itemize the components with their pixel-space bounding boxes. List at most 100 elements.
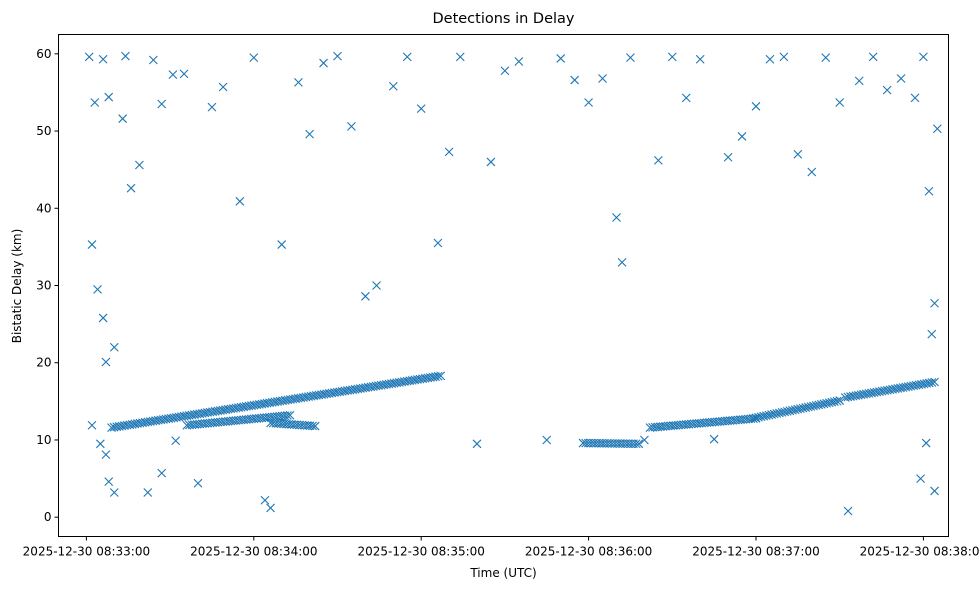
- data-point-marker: [780, 407, 790, 417]
- data-point-marker: [795, 404, 805, 414]
- data-point-marker: [444, 147, 454, 157]
- data-point-marker: [868, 52, 878, 62]
- data-point-marker: [109, 342, 119, 352]
- data-point-marker: [305, 129, 314, 139]
- data-point-marker: [294, 77, 303, 87]
- data-point-marker: [626, 53, 635, 63]
- data-point-marker: [809, 401, 818, 411]
- data-point-marker: [893, 384, 903, 393]
- data-point-marker: [882, 85, 892, 95]
- data-point-marker: [653, 155, 663, 165]
- data-point-marker: [872, 387, 882, 397]
- data-point-marker: [266, 503, 275, 513]
- data-point-marker: [754, 412, 763, 422]
- data-point-marker: [790, 405, 800, 415]
- data-point-marker: [877, 386, 887, 396]
- data-point-marker: [249, 53, 259, 63]
- data-point-marker: [875, 387, 884, 396]
- data-point-marker: [814, 400, 824, 410]
- data-point-marker: [109, 488, 119, 497]
- data-point-marker: [207, 102, 217, 112]
- data-point-marker: [319, 58, 328, 68]
- data-point-marker: [695, 54, 705, 64]
- data-point-marker: [104, 92, 114, 102]
- data-point-marker: [869, 388, 879, 397]
- data-point-marker: [542, 435, 552, 445]
- data-point-marker: [779, 52, 789, 62]
- data-point-marker: [927, 329, 937, 339]
- data-point-marker: [822, 398, 831, 408]
- data-point-marker: [135, 160, 144, 170]
- data-point-marker: [761, 411, 771, 421]
- data-point-marker: [806, 402, 816, 411]
- data-point-marker: [347, 122, 356, 131]
- data-point-marker: [748, 413, 758, 423]
- x-tick-label: 2025-12-30 08:37:00: [692, 545, 819, 559]
- data-point-marker: [277, 240, 287, 249]
- data-point-marker: [631, 439, 641, 449]
- data-point-marker: [906, 381, 916, 391]
- data-point-marker: [854, 76, 864, 86]
- data-point-marker: [93, 284, 102, 294]
- data-point-marker: [148, 55, 158, 65]
- data-point-marker: [598, 74, 607, 83]
- data-point-marker: [171, 436, 181, 446]
- data-point-marker: [98, 313, 108, 323]
- data-point-marker: [916, 474, 925, 483]
- data-point-marker: [785, 406, 795, 416]
- x-tick-label: 2025-12-30 08:35:00: [357, 545, 484, 559]
- data-point-marker: [910, 93, 920, 103]
- data-point-marker: [361, 291, 370, 301]
- data-point-marker: [433, 238, 443, 248]
- data-point-marker: [157, 99, 167, 109]
- data-point-marker: [90, 98, 100, 107]
- data-point-marker: [433, 371, 443, 381]
- data-point-marker: [914, 380, 924, 390]
- data-point-marker: [87, 420, 97, 430]
- data-point-marker: [372, 281, 381, 290]
- data-point-marker: [924, 378, 934, 388]
- data-point-marker: [856, 390, 866, 400]
- data-point-marker: [612, 213, 621, 222]
- data-point-marker: [909, 381, 918, 391]
- data-point-marker: [388, 81, 398, 91]
- data-point-marker: [179, 69, 189, 79]
- data-point-marker: [737, 132, 747, 141]
- data-point-marker: [930, 486, 939, 496]
- x-axis-title: Time (UTC): [469, 566, 536, 580]
- data-point-marker: [767, 410, 776, 419]
- data-point-marker: [285, 410, 295, 420]
- data-point-marker: [157, 468, 167, 478]
- data-point-marker: [896, 383, 905, 393]
- data-point-marker: [455, 52, 465, 62]
- data-point-marker: [861, 389, 871, 399]
- x-tick-label: 2025-12-30 08:36:00: [525, 545, 652, 559]
- data-point-marker: [846, 392, 855, 401]
- data-point-marker: [95, 439, 105, 449]
- data-point-marker: [898, 383, 908, 392]
- data-point-marker: [416, 104, 426, 114]
- data-point-marker: [402, 52, 412, 62]
- data-point-marker: [87, 240, 97, 249]
- data-point-marker: [896, 74, 906, 83]
- data-point-marker: [819, 399, 829, 409]
- data-point-marker: [500, 66, 510, 76]
- data-point-marker: [775, 408, 784, 418]
- data-point-marker: [864, 389, 874, 398]
- data-point-marker: [911, 380, 921, 390]
- data-point-marker: [436, 371, 446, 381]
- data-point-marker: [118, 114, 128, 124]
- y-tick-label: 10: [36, 433, 51, 447]
- data-point-marker: [793, 149, 803, 159]
- data-point-marker: [126, 183, 136, 193]
- data-point-marker: [584, 98, 593, 107]
- data-point-marker: [98, 54, 108, 64]
- data-point-marker: [310, 421, 320, 431]
- data-point-marker: [919, 379, 929, 389]
- x-axis: 2025-12-30 08:33:00 2025-12-30 08:34:00 20…: [23, 536, 980, 559]
- plot-area: [84, 51, 942, 516]
- data-point-marker: [924, 186, 934, 196]
- data-point-marker: [260, 495, 270, 505]
- data-point-marker: [193, 478, 203, 488]
